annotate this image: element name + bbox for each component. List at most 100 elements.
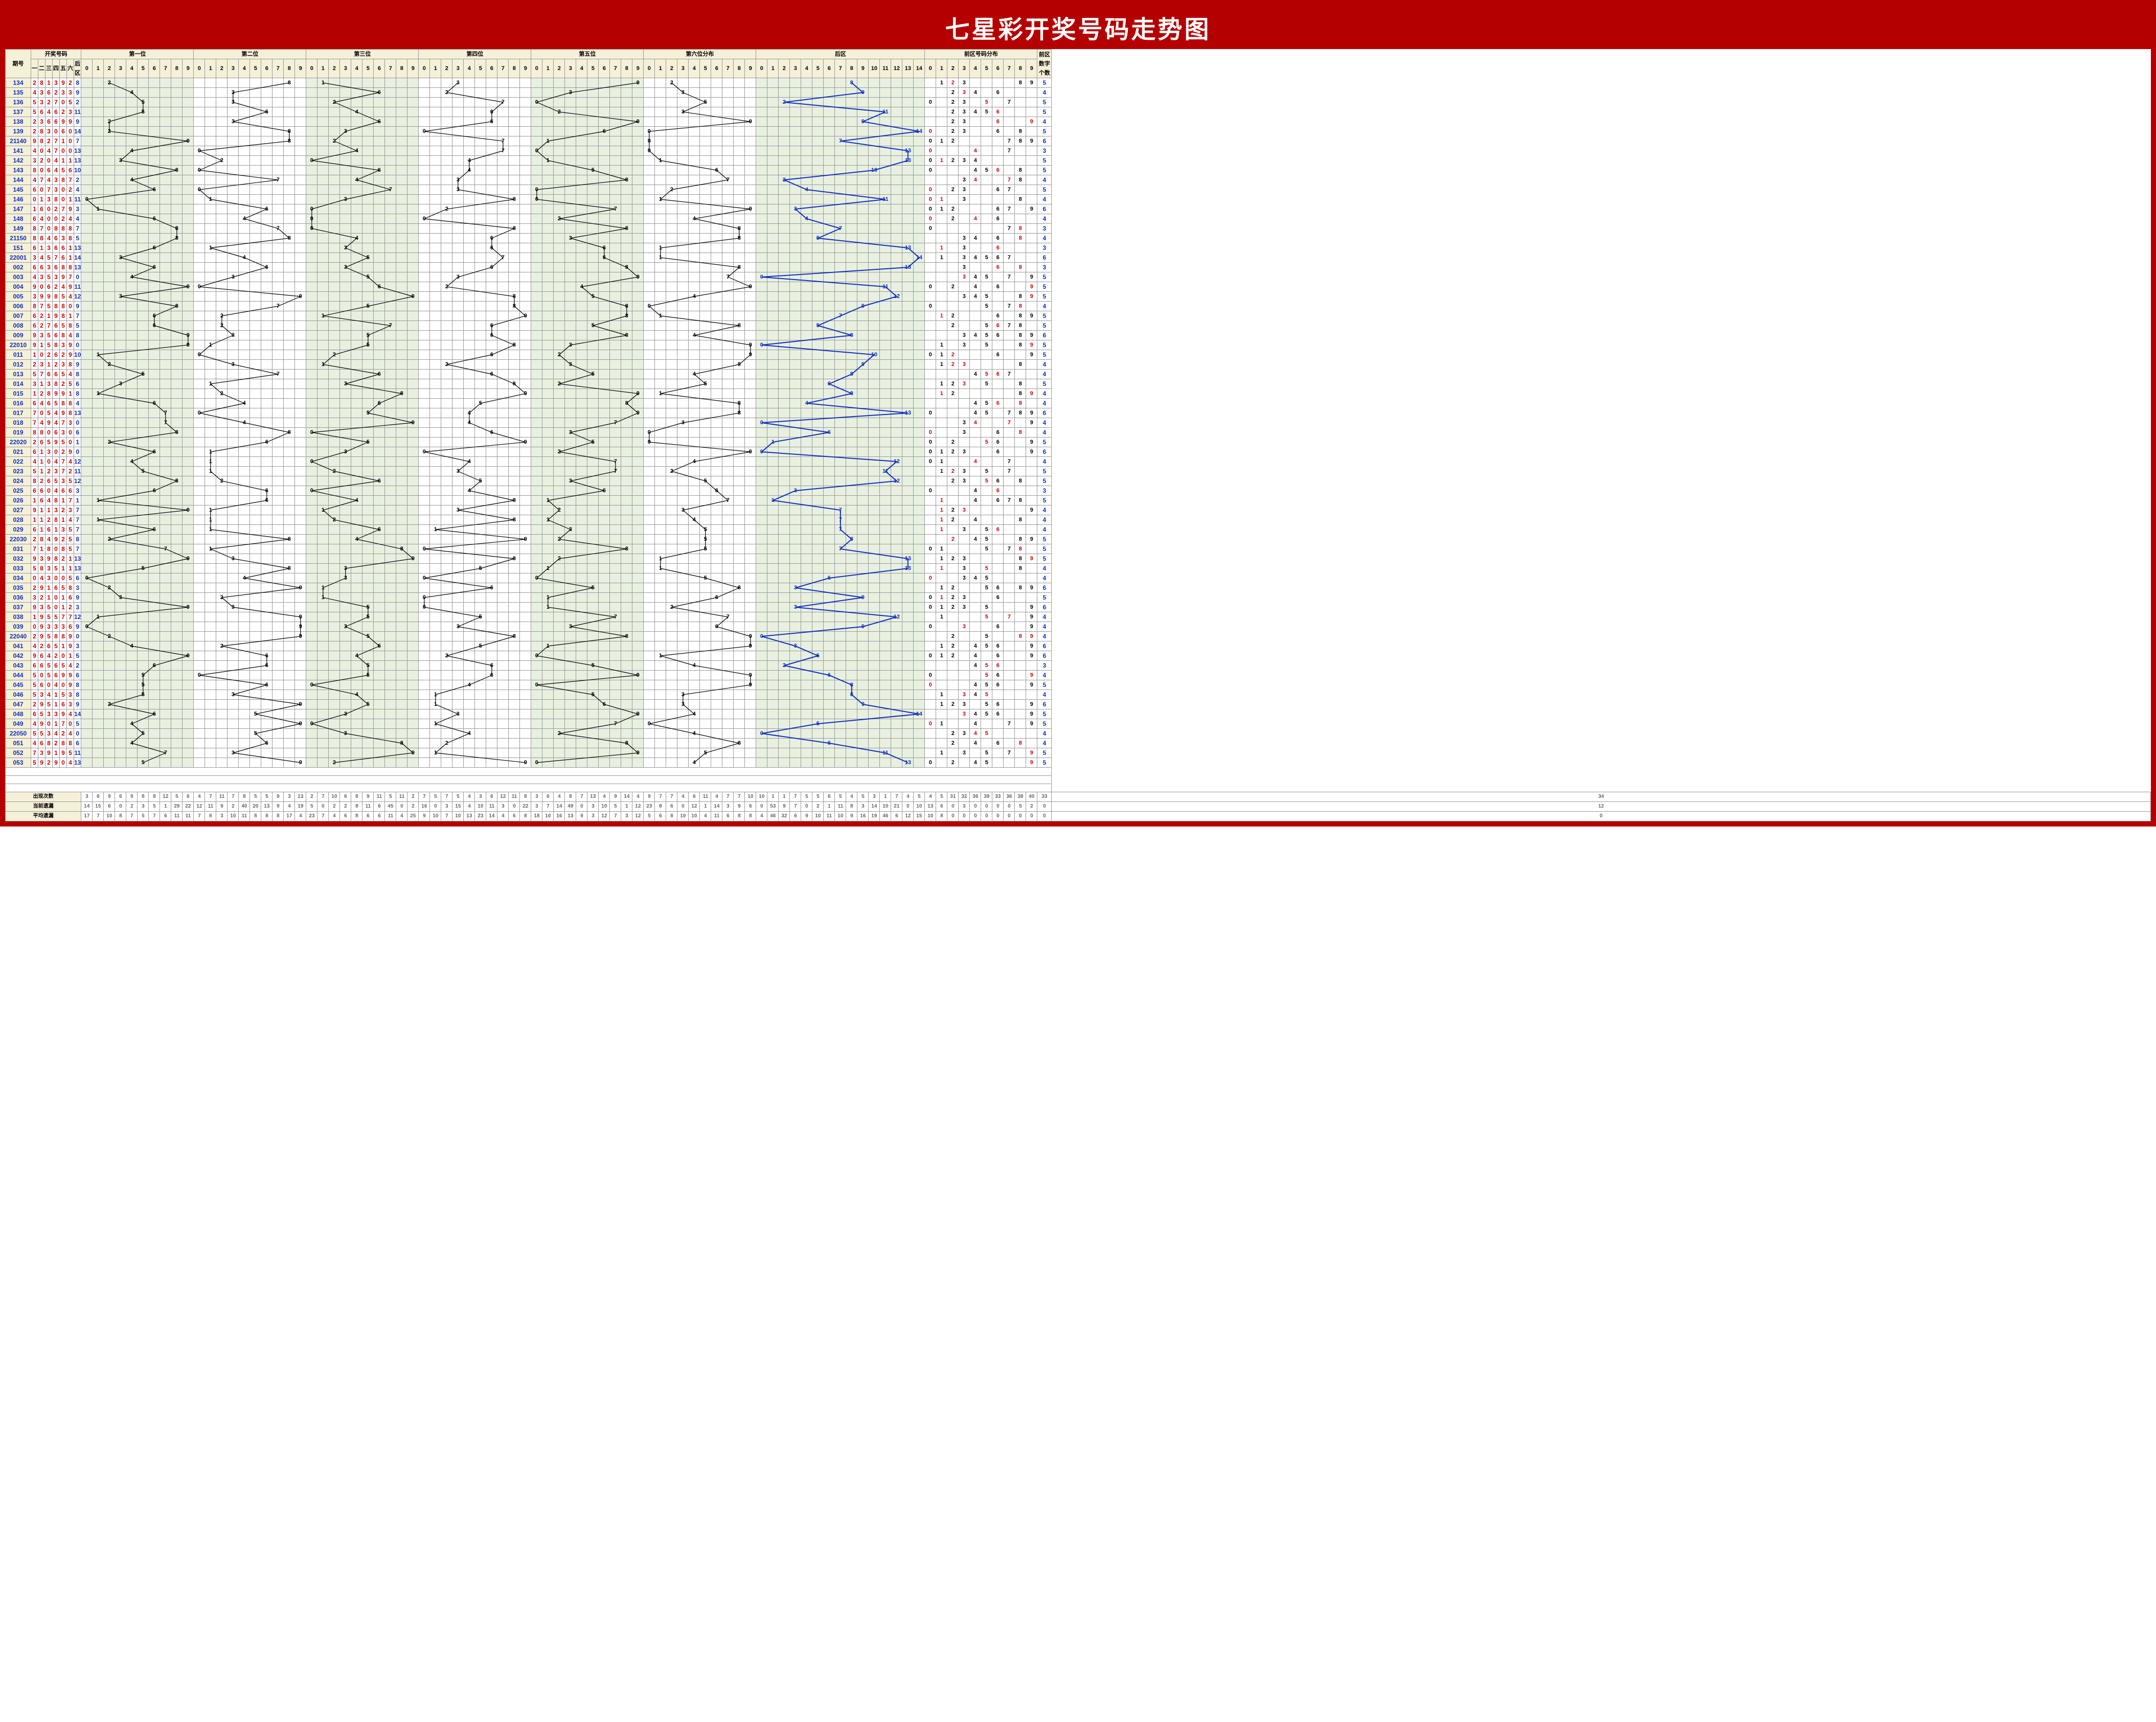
cell-hz bbox=[914, 486, 925, 496]
cell-dist: 5 bbox=[981, 476, 992, 486]
cell-pos bbox=[273, 525, 284, 535]
cell-pos bbox=[644, 408, 655, 418]
cell-dist-empty bbox=[959, 350, 970, 360]
cell-hz bbox=[902, 272, 914, 282]
cell-pos bbox=[81, 136, 93, 146]
cell-hz bbox=[824, 554, 835, 564]
cell-pos bbox=[542, 146, 554, 156]
cell-dist-empty bbox=[936, 185, 947, 195]
cell-dist-empty bbox=[925, 476, 936, 486]
cell-hz bbox=[869, 399, 880, 408]
cell-pos bbox=[722, 554, 734, 564]
cell-pos bbox=[295, 117, 306, 127]
cell-hz bbox=[767, 272, 779, 282]
cell-pos bbox=[104, 467, 115, 476]
cell-dist: 7 bbox=[1004, 408, 1015, 418]
cell-pos bbox=[475, 350, 486, 360]
cell-hz bbox=[824, 467, 835, 476]
cell-drawnum: 3 bbox=[53, 78, 60, 88]
hdr-posdigit: 7 bbox=[497, 59, 509, 78]
data-row: 13428139282813928123895 bbox=[6, 78, 2151, 88]
cell-dist-empty bbox=[936, 175, 947, 185]
cell-pos bbox=[475, 302, 486, 311]
cell-pos bbox=[497, 408, 509, 418]
cell-pos bbox=[554, 564, 565, 573]
hdr-distdigit: 2 bbox=[947, 59, 959, 78]
cell-pos bbox=[396, 515, 407, 525]
cell-pos: 3 bbox=[565, 476, 576, 486]
cell-pos bbox=[160, 253, 171, 263]
cell-pos bbox=[509, 573, 520, 583]
cell-hz bbox=[869, 564, 880, 573]
cell-pos: 4 bbox=[689, 457, 700, 467]
cell-pos bbox=[194, 389, 205, 399]
cell-pos bbox=[396, 496, 407, 506]
cell-hz bbox=[801, 544, 812, 554]
cell-pos bbox=[171, 554, 183, 564]
cell-pos bbox=[734, 340, 745, 350]
cell-pos bbox=[677, 243, 689, 253]
cell-hznum: 8 bbox=[74, 535, 81, 544]
cell-pos bbox=[160, 78, 171, 88]
cell-drawnum: 3 bbox=[60, 340, 67, 350]
cell-pos bbox=[261, 515, 273, 525]
cell-pos bbox=[351, 292, 362, 302]
cell-hz bbox=[835, 253, 846, 263]
cell-pos bbox=[261, 350, 273, 360]
cell-pos bbox=[149, 195, 160, 204]
cell-pos bbox=[115, 195, 126, 204]
cell-pos bbox=[632, 525, 644, 535]
cell-hz bbox=[891, 399, 902, 408]
hdr-posdigit: 5 bbox=[587, 59, 599, 78]
cell-pos: 0 bbox=[531, 146, 542, 156]
cell-pos: 3 bbox=[452, 272, 464, 282]
cell-pos bbox=[160, 272, 171, 282]
cell-pos bbox=[587, 360, 599, 370]
cell-pos bbox=[711, 525, 722, 535]
cell-dist-empty bbox=[947, 496, 959, 506]
cell-pos bbox=[430, 370, 441, 379]
cell-drawnum: 9 bbox=[67, 282, 74, 292]
cell-pos bbox=[306, 438, 317, 447]
cell-pos bbox=[407, 438, 419, 447]
cell-pos bbox=[452, 340, 464, 350]
cell-pos bbox=[486, 476, 497, 486]
cell-pos bbox=[419, 515, 430, 525]
cell-dist-empty bbox=[1026, 127, 1037, 136]
cell-pos bbox=[261, 544, 273, 554]
cell-pos bbox=[93, 175, 104, 185]
cell-dist: 0 bbox=[925, 457, 936, 467]
cell-count: 5 bbox=[1037, 166, 1052, 175]
cell-pos bbox=[734, 389, 745, 399]
cell-pos bbox=[655, 535, 666, 544]
cell-pos bbox=[149, 117, 160, 127]
cell-drawnum: 7 bbox=[53, 98, 60, 107]
cell-hz bbox=[835, 321, 846, 331]
hdr-posdigit: 1 bbox=[93, 59, 104, 78]
cell-pos bbox=[306, 146, 317, 156]
cell-dist-empty bbox=[1026, 243, 1037, 253]
cell-drawnum: 2 bbox=[60, 350, 67, 360]
cell-dist-empty bbox=[1026, 428, 1037, 438]
cell-pos bbox=[273, 88, 284, 98]
cell-dist-empty bbox=[970, 127, 981, 136]
cell-drawnum: 3 bbox=[31, 156, 38, 166]
cell-pos bbox=[306, 564, 317, 573]
cell-pos bbox=[205, 350, 216, 360]
cell-dist: 1 bbox=[936, 379, 947, 389]
cell-pos bbox=[340, 331, 351, 340]
cell-pos bbox=[194, 88, 205, 98]
cell-pos bbox=[700, 107, 711, 117]
cell-pos bbox=[93, 428, 104, 438]
cell-pos bbox=[362, 195, 374, 204]
cell-hz bbox=[869, 292, 880, 302]
cell-pos bbox=[531, 302, 542, 311]
cell-dist-empty bbox=[947, 370, 959, 379]
cell-hz bbox=[812, 263, 824, 272]
cell-pos bbox=[452, 263, 464, 272]
cell-dist: 0 bbox=[925, 98, 936, 107]
cell-hznum: 4 bbox=[74, 214, 81, 224]
cell-dist: 3 bbox=[959, 195, 970, 204]
cell-hz bbox=[846, 311, 857, 321]
cell-pos bbox=[374, 302, 385, 311]
